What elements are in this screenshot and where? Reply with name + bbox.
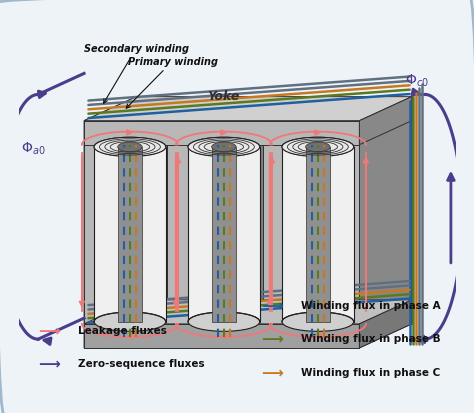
Polygon shape [359, 300, 412, 348]
Text: $\Phi_{c0}$: $\Phi_{c0}$ [405, 72, 429, 89]
Text: ⟶: ⟶ [38, 323, 60, 338]
Polygon shape [84, 121, 112, 348]
Ellipse shape [282, 312, 354, 332]
Ellipse shape [282, 138, 354, 157]
Polygon shape [212, 147, 236, 322]
Ellipse shape [212, 143, 236, 152]
Polygon shape [137, 97, 412, 324]
Text: ⟶: ⟶ [261, 331, 283, 346]
Ellipse shape [188, 312, 260, 332]
Text: Winding flux in phase B: Winding flux in phase B [301, 334, 441, 344]
Polygon shape [94, 147, 166, 322]
Ellipse shape [306, 143, 330, 152]
Polygon shape [292, 133, 357, 145]
Text: ⟶: ⟶ [261, 298, 283, 313]
Text: Primary winding: Primary winding [126, 57, 218, 109]
Polygon shape [306, 147, 330, 322]
Text: Zero-sequence fluxes: Zero-sequence fluxes [78, 358, 205, 368]
Polygon shape [137, 97, 165, 324]
Text: Yoke: Yoke [208, 90, 240, 102]
Polygon shape [112, 133, 193, 145]
Text: ⟶: ⟶ [261, 364, 283, 379]
Ellipse shape [188, 138, 260, 157]
Text: ⟶: ⟶ [38, 356, 60, 371]
Polygon shape [84, 97, 137, 348]
Polygon shape [84, 121, 359, 145]
Polygon shape [359, 97, 412, 145]
Ellipse shape [94, 312, 166, 332]
Polygon shape [84, 324, 359, 348]
Text: $\Phi_{a0}$: $\Phi_{a0}$ [21, 140, 45, 156]
Text: Winding flux in phase A: Winding flux in phase A [301, 301, 441, 311]
Text: Secondary winding: Secondary winding [84, 44, 189, 104]
Ellipse shape [118, 143, 142, 152]
Polygon shape [84, 300, 412, 324]
Polygon shape [167, 121, 195, 348]
Polygon shape [118, 147, 142, 322]
Polygon shape [195, 133, 290, 145]
Ellipse shape [94, 138, 166, 157]
Polygon shape [359, 97, 412, 348]
Text: Winding flux in phase C: Winding flux in phase C [301, 367, 440, 377]
Polygon shape [331, 121, 359, 348]
Polygon shape [263, 121, 292, 348]
Polygon shape [188, 147, 260, 322]
Text: Leakage fluxes: Leakage fluxes [78, 325, 167, 335]
Polygon shape [84, 97, 412, 121]
Polygon shape [282, 147, 354, 322]
